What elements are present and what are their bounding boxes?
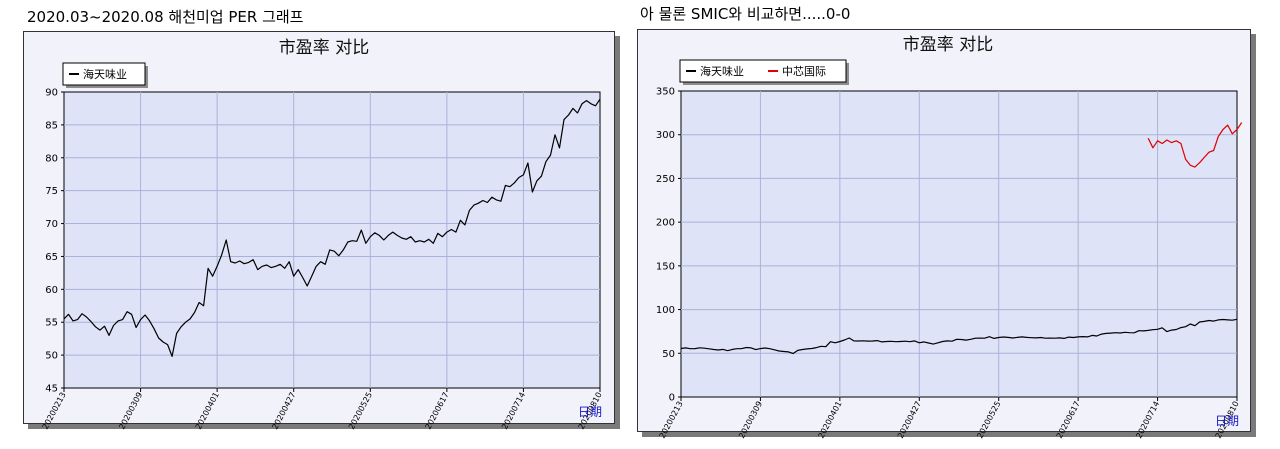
legend: 海天味业 — [62, 62, 148, 88]
y-tick-label: 75 — [45, 186, 58, 197]
legend-label-1: 海天味业 — [83, 67, 127, 81]
series-line-1 — [680, 318, 1238, 355]
x-tick-label: 20200401 — [817, 400, 844, 440]
legend-label-2: 中芯国际 — [782, 64, 826, 78]
y-tick-label: 80 — [45, 153, 58, 164]
y-tick-label: 45 — [45, 384, 58, 395]
y-tick-label: 90 — [45, 88, 58, 99]
legend: 海天味业 中芯国际 — [679, 59, 849, 85]
legend-box — [62, 62, 146, 86]
y-tick-label: 50 — [662, 349, 675, 360]
left-caption: 2020.03~2020.08 해천미업 PER 그래프 — [27, 8, 304, 26]
right-caption: 아 물론 SMIC와 비교하면.....0-0 — [640, 5, 851, 23]
y-tick-label: 60 — [45, 285, 58, 296]
series-line-1 — [63, 98, 601, 357]
y-tick-label: 100 — [656, 305, 675, 316]
y-tick-label: 350 — [656, 87, 675, 98]
y-tick-label: 85 — [45, 120, 58, 131]
x-tick-label: 20200213 — [658, 400, 685, 440]
x-tick-label: 20200525 — [975, 400, 1002, 440]
y-tick-label: 150 — [656, 261, 675, 272]
legend-label-1: 海天味业 — [700, 64, 744, 78]
x-axis-label: 日期 — [578, 405, 602, 419]
y-tick-label: 50 — [45, 351, 58, 362]
y-tick-label: 0 — [669, 393, 675, 404]
x-tick-label: 20200309 — [737, 400, 764, 440]
y-tick-label: 55 — [45, 318, 58, 329]
series-line-2 — [1147, 122, 1243, 168]
y-tick-label: 200 — [656, 218, 675, 229]
x-axis-label: 日期 — [1215, 414, 1239, 428]
legend-box — [679, 59, 847, 83]
x-tick-label: 20200714 — [1134, 400, 1161, 440]
plot-area — [63, 91, 601, 389]
plot-area — [680, 90, 1238, 398]
x-tick-label: 20200617 — [1055, 400, 1082, 440]
x-tick-label: 20200427 — [896, 400, 923, 440]
chart-title: 市盈率 对比 — [279, 38, 369, 58]
y-tick-label: 65 — [45, 252, 58, 263]
y-tick-label: 70 — [45, 219, 58, 230]
y-tick-label: 300 — [656, 130, 675, 141]
chart-title: 市盈率 对比 — [903, 35, 993, 55]
y-tick-label: 250 — [656, 174, 675, 185]
